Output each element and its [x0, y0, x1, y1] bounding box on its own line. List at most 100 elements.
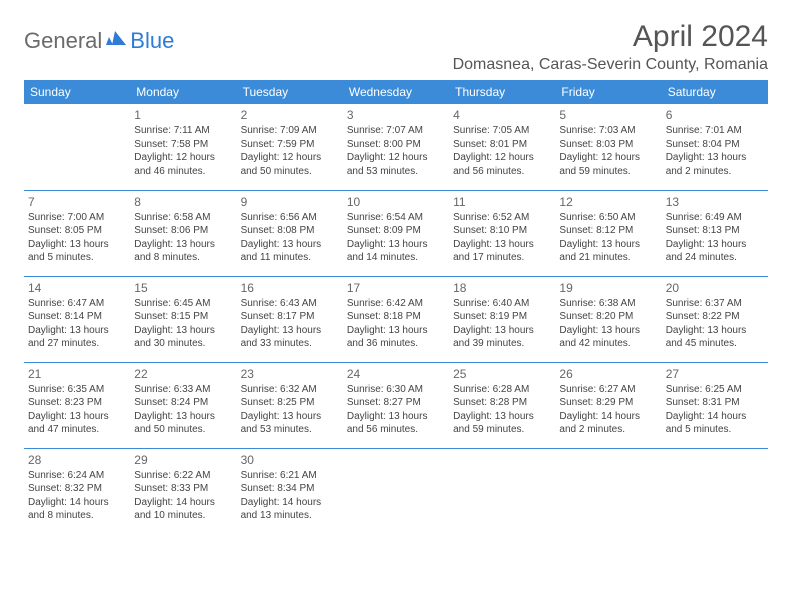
daylight-line: Daylight: 13 hours and 36 minutes. [347, 324, 445, 351]
day-number: 30 [241, 452, 339, 468]
calendar-cell: 22Sunrise: 6:33 AMSunset: 8:24 PMDayligh… [130, 362, 236, 448]
calendar-row: 21Sunrise: 6:35 AMSunset: 8:23 PMDayligh… [24, 362, 768, 448]
day-number: 23 [241, 366, 339, 382]
day-number: 2 [241, 107, 339, 123]
sunset-line: Sunset: 8:06 PM [134, 224, 232, 238]
sunset-line: Sunset: 8:27 PM [347, 396, 445, 410]
flag-icon [106, 31, 126, 52]
brand-part1: General [24, 28, 102, 54]
calendar-cell: 13Sunrise: 6:49 AMSunset: 8:13 PMDayligh… [662, 190, 768, 276]
calendar-cell: 24Sunrise: 6:30 AMSunset: 8:27 PMDayligh… [343, 362, 449, 448]
calendar-cell: 15Sunrise: 6:45 AMSunset: 8:15 PMDayligh… [130, 276, 236, 362]
day-number: 19 [559, 280, 657, 296]
daylight-line: Daylight: 13 hours and 24 minutes. [666, 238, 764, 265]
calendar-cell: 10Sunrise: 6:54 AMSunset: 8:09 PMDayligh… [343, 190, 449, 276]
day-number: 16 [241, 280, 339, 296]
brand-logo: General Blue [24, 20, 174, 54]
sunset-line: Sunset: 8:00 PM [347, 138, 445, 152]
sunset-line: Sunset: 8:08 PM [241, 224, 339, 238]
sunrise-line: Sunrise: 6:47 AM [28, 297, 126, 311]
calendar-cell: 26Sunrise: 6:27 AMSunset: 8:29 PMDayligh… [555, 362, 661, 448]
weekday-header-row: SundayMondayTuesdayWednesdayThursdayFrid… [24, 80, 768, 104]
day-number: 3 [347, 107, 445, 123]
sunrise-line: Sunrise: 6:22 AM [134, 469, 232, 483]
daylight-line: Daylight: 13 hours and 59 minutes. [453, 410, 551, 437]
sunrise-line: Sunrise: 6:37 AM [666, 297, 764, 311]
sunset-line: Sunset: 8:32 PM [28, 482, 126, 496]
sunrise-line: Sunrise: 6:35 AM [28, 383, 126, 397]
sunset-line: Sunset: 8:24 PM [134, 396, 232, 410]
daylight-line: Daylight: 13 hours and 39 minutes. [453, 324, 551, 351]
sunset-line: Sunset: 7:58 PM [134, 138, 232, 152]
sunset-line: Sunset: 8:19 PM [453, 310, 551, 324]
title-block: April 2024 Domasnea, Caras-Severin Count… [453, 20, 768, 74]
day-number: 13 [666, 194, 764, 210]
daylight-line: Daylight: 13 hours and 30 minutes. [134, 324, 232, 351]
daylight-line: Daylight: 13 hours and 56 minutes. [347, 410, 445, 437]
sunrise-line: Sunrise: 6:43 AM [241, 297, 339, 311]
day-number: 6 [666, 107, 764, 123]
sunrise-line: Sunrise: 6:27 AM [559, 383, 657, 397]
sunrise-line: Sunrise: 6:52 AM [453, 211, 551, 225]
sunset-line: Sunset: 8:12 PM [559, 224, 657, 238]
day-number: 20 [666, 280, 764, 296]
daylight-line: Daylight: 13 hours and 11 minutes. [241, 238, 339, 265]
sunset-line: Sunset: 8:33 PM [134, 482, 232, 496]
day-number: 21 [28, 366, 126, 382]
day-number: 24 [347, 366, 445, 382]
daylight-line: Daylight: 14 hours and 13 minutes. [241, 496, 339, 523]
sunrise-line: Sunrise: 6:50 AM [559, 211, 657, 225]
calendar-cell: 3Sunrise: 7:07 AMSunset: 8:00 PMDaylight… [343, 104, 449, 190]
weekday-header: Sunday [24, 80, 130, 104]
weekday-header: Thursday [449, 80, 555, 104]
sunset-line: Sunset: 8:13 PM [666, 224, 764, 238]
daylight-line: Daylight: 13 hours and 2 minutes. [666, 151, 764, 178]
day-number: 12 [559, 194, 657, 210]
sunrise-line: Sunrise: 7:03 AM [559, 124, 657, 138]
daylight-line: Daylight: 13 hours and 50 minutes. [134, 410, 232, 437]
calendar-cell: 30Sunrise: 6:21 AMSunset: 8:34 PMDayligh… [237, 448, 343, 534]
sunrise-line: Sunrise: 7:05 AM [453, 124, 551, 138]
calendar-cell: 21Sunrise: 6:35 AMSunset: 8:23 PMDayligh… [24, 362, 130, 448]
sunrise-line: Sunrise: 6:28 AM [453, 383, 551, 397]
calendar-row: 28Sunrise: 6:24 AMSunset: 8:32 PMDayligh… [24, 448, 768, 534]
sunrise-line: Sunrise: 6:49 AM [666, 211, 764, 225]
daylight-line: Daylight: 14 hours and 10 minutes. [134, 496, 232, 523]
day-number: 7 [28, 194, 126, 210]
calendar-cell: 29Sunrise: 6:22 AMSunset: 8:33 PMDayligh… [130, 448, 236, 534]
sunset-line: Sunset: 8:18 PM [347, 310, 445, 324]
day-number: 1 [134, 107, 232, 123]
sunset-line: Sunset: 8:03 PM [559, 138, 657, 152]
day-number: 14 [28, 280, 126, 296]
calendar-cell: 6Sunrise: 7:01 AMSunset: 8:04 PMDaylight… [662, 104, 768, 190]
calendar-cell: 19Sunrise: 6:38 AMSunset: 8:20 PMDayligh… [555, 276, 661, 362]
calendar-cell: 28Sunrise: 6:24 AMSunset: 8:32 PMDayligh… [24, 448, 130, 534]
day-number: 8 [134, 194, 232, 210]
weekday-header: Wednesday [343, 80, 449, 104]
day-number: 29 [134, 452, 232, 468]
calendar-cell: 11Sunrise: 6:52 AMSunset: 8:10 PMDayligh… [449, 190, 555, 276]
location-line: Domasnea, Caras-Severin County, Romania [453, 56, 768, 74]
calendar-table: SundayMondayTuesdayWednesdayThursdayFrid… [24, 80, 768, 534]
sunrise-line: Sunrise: 7:07 AM [347, 124, 445, 138]
sunrise-line: Sunrise: 6:25 AM [666, 383, 764, 397]
sunrise-line: Sunrise: 6:40 AM [453, 297, 551, 311]
sunrise-line: Sunrise: 6:33 AM [134, 383, 232, 397]
sunrise-line: Sunrise: 6:56 AM [241, 211, 339, 225]
daylight-line: Daylight: 14 hours and 5 minutes. [666, 410, 764, 437]
calendar-body: 1Sunrise: 7:11 AMSunset: 7:58 PMDaylight… [24, 104, 768, 534]
calendar-cell: 7Sunrise: 7:00 AMSunset: 8:05 PMDaylight… [24, 190, 130, 276]
sunset-line: Sunset: 8:15 PM [134, 310, 232, 324]
sunset-line: Sunset: 8:34 PM [241, 482, 339, 496]
calendar-cell: 1Sunrise: 7:11 AMSunset: 7:58 PMDaylight… [130, 104, 236, 190]
sunrise-line: Sunrise: 7:00 AM [28, 211, 126, 225]
sunset-line: Sunset: 8:22 PM [666, 310, 764, 324]
calendar-cell: 2Sunrise: 7:09 AMSunset: 7:59 PMDaylight… [237, 104, 343, 190]
daylight-line: Daylight: 13 hours and 47 minutes. [28, 410, 126, 437]
sunrise-line: Sunrise: 6:30 AM [347, 383, 445, 397]
weekday-header: Saturday [662, 80, 768, 104]
day-number: 26 [559, 366, 657, 382]
calendar-cell: 14Sunrise: 6:47 AMSunset: 8:14 PMDayligh… [24, 276, 130, 362]
sunset-line: Sunset: 8:17 PM [241, 310, 339, 324]
sunset-line: Sunset: 7:59 PM [241, 138, 339, 152]
